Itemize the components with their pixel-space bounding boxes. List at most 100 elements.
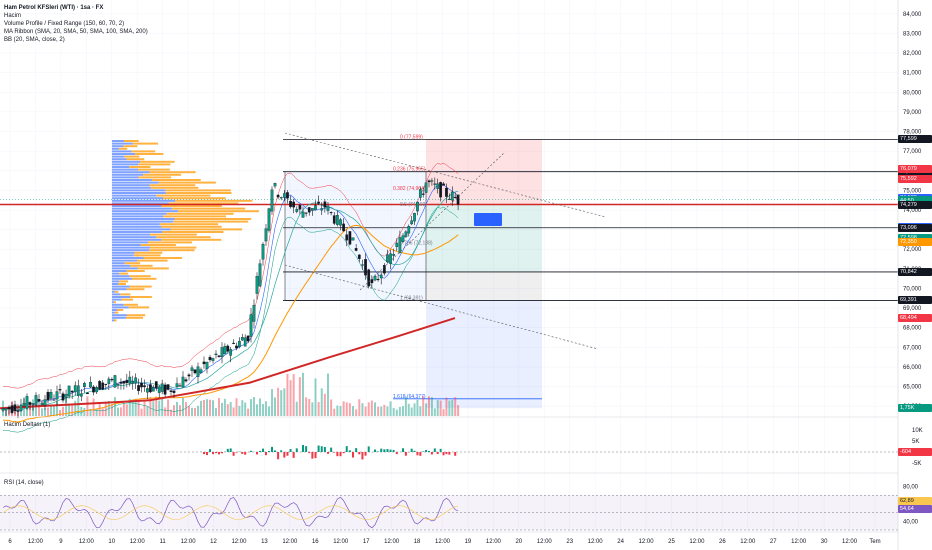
profile-bar-up — [112, 158, 127, 161]
delta-bar — [364, 452, 367, 456]
candle — [317, 201, 320, 204]
trend-lines[interactable] — [284, 132, 607, 350]
volume-bar — [167, 399, 170, 416]
delta-pane-label[interactable]: Hacim Deltası (1) — [4, 422, 51, 428]
candle — [424, 182, 428, 193]
profile-bar-up — [112, 262, 125, 265]
volume-bar — [158, 400, 161, 416]
delta-bar — [442, 452, 445, 456]
delta-bar — [241, 452, 244, 454]
profile-bar-down — [126, 288, 145, 291]
candle — [392, 254, 396, 256]
legend-bollinger[interactable]: BB (20, SMA, close, 2) — [4, 37, 65, 43]
profile-bar-up — [112, 267, 138, 270]
candle — [320, 208, 324, 211]
profile-bar-down — [143, 173, 182, 176]
volume-bar — [247, 408, 250, 416]
time-axis-label: 26 — [719, 539, 726, 545]
profile-bar-up — [112, 186, 151, 189]
legend-ma-ribbon[interactable]: MA Ribbon (SMA, 20, SMA, 50, SMA, 100, S… — [4, 29, 148, 35]
price-tag: 69,391 — [898, 296, 932, 305]
candle — [7, 407, 11, 410]
rsi-pane-label[interactable]: RSI (14, close) — [4, 480, 44, 486]
candle — [304, 212, 308, 214]
profile-bar-up — [112, 249, 150, 252]
volume-bar — [336, 405, 339, 416]
volume-bar — [110, 403, 113, 416]
volume-bar — [209, 399, 211, 416]
volume-bar — [215, 408, 217, 416]
candle — [295, 209, 299, 212]
volume-bar — [62, 406, 64, 416]
candle — [279, 197, 283, 199]
price-axis-label: 70,000 — [903, 286, 922, 292]
volume-bar — [317, 402, 320, 416]
price-axis-label: 81,000 — [903, 71, 922, 77]
delta-bar — [250, 450, 252, 452]
volume-bar — [268, 406, 270, 416]
price-tag: 73,096 — [898, 223, 932, 232]
candle — [76, 385, 80, 396]
candle — [442, 183, 445, 186]
profile-bar-down — [131, 277, 157, 280]
volume-bar — [170, 409, 172, 416]
delta-bar — [320, 446, 323, 452]
delta-bar — [229, 448, 232, 452]
candle — [410, 220, 414, 225]
candle — [214, 353, 218, 356]
profile-bar-down — [135, 153, 164, 155]
delta-bar — [314, 452, 317, 459]
legend-volume[interactable]: Hacim — [4, 13, 22, 19]
profile-bar-up — [112, 184, 150, 187]
profile-bar-down — [174, 218, 252, 220]
price-tag: 68,494 — [898, 314, 932, 323]
profile-bar-up — [112, 197, 164, 200]
volume-bar — [74, 400, 77, 416]
fib-label: 0.5 (74,160) — [400, 202, 427, 208]
delta-bar — [422, 451, 425, 452]
sma-200 — [0, 317, 456, 410]
delta-bar — [317, 445, 320, 452]
delta-bar — [430, 452, 433, 455]
profile-bar-up — [112, 236, 157, 239]
delta-axis-label: -5K — [912, 461, 921, 467]
candle — [19, 405, 23, 411]
profile-bar-up — [112, 254, 134, 257]
delta-bar — [374, 449, 376, 452]
price-axis-label: 84,000 — [903, 12, 922, 18]
profile-bar-up — [112, 251, 135, 254]
profile-bar-down — [150, 233, 197, 236]
candle — [404, 231, 408, 237]
candle — [187, 374, 191, 377]
candle — [172, 390, 176, 393]
profile-bar-down — [123, 145, 138, 148]
candle — [418, 189, 422, 198]
profile-bar-down — [121, 298, 134, 301]
candle — [373, 275, 377, 281]
delta-bar — [323, 447, 326, 452]
candle — [336, 215, 339, 225]
legend-volume-profile[interactable]: Volume Profile / Fixed Range (150, 60, 7… — [4, 21, 125, 27]
candle — [101, 382, 105, 390]
candle — [264, 228, 268, 242]
profile-bar-down — [119, 280, 129, 283]
delta-bar — [339, 452, 342, 457]
profile-bar-up — [112, 207, 172, 210]
candle — [166, 384, 170, 390]
profile-bar-down — [118, 283, 126, 285]
time-axis-label: 10 — [108, 539, 115, 545]
candle — [67, 385, 71, 397]
volume-bar — [416, 399, 419, 416]
volume-bar — [191, 407, 193, 416]
profile-bar-up — [112, 293, 121, 296]
candle — [379, 274, 383, 279]
delta-bar — [404, 452, 407, 456]
candle — [119, 381, 123, 384]
volume-bar — [402, 406, 404, 416]
volume-bar — [367, 402, 370, 416]
delta-bar — [327, 452, 329, 454]
profile-bar-up — [112, 316, 126, 319]
symbol-title[interactable]: Ham Petrol KFSleri (WTI) · 1sa · FX — [4, 5, 104, 11]
profile-bar-down — [126, 270, 145, 272]
